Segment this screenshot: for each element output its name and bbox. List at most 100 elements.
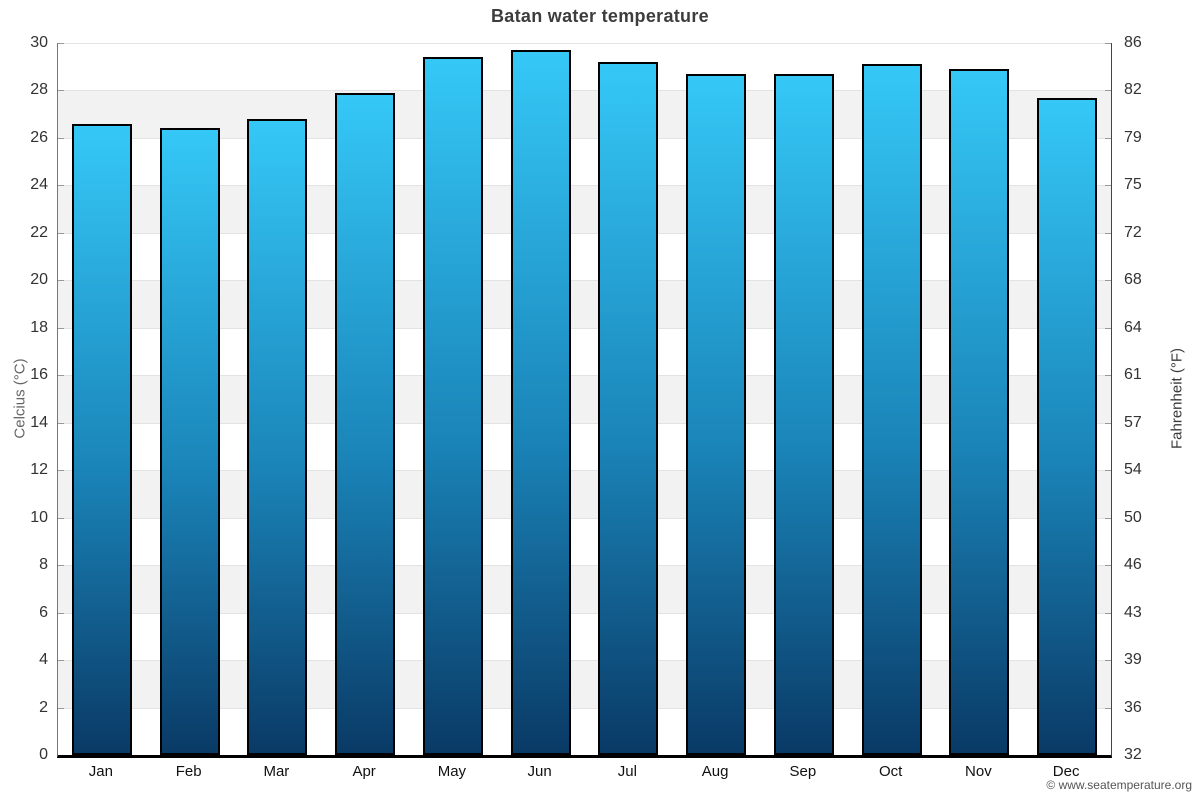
fahrenheit-tick-label: 68 xyxy=(1124,271,1142,289)
month-label: May xyxy=(437,763,467,780)
band xyxy=(58,137,1111,186)
band xyxy=(58,422,1111,471)
left-tick-mark xyxy=(58,565,64,567)
fahrenheit-tick-label: 61 xyxy=(1124,366,1142,384)
month-label: Aug xyxy=(701,763,729,780)
month-label: Jun xyxy=(527,763,552,780)
gridline xyxy=(58,232,1111,234)
gridline xyxy=(58,612,1111,614)
gridline xyxy=(58,517,1111,519)
band xyxy=(58,517,1111,566)
month-label: Oct xyxy=(878,763,903,780)
right-tick-mark xyxy=(1105,470,1111,472)
right-tick-mark xyxy=(1105,137,1111,139)
bar-nov xyxy=(949,69,1010,755)
plot-area xyxy=(57,43,1112,758)
band xyxy=(58,185,1111,233)
left-tick-mark xyxy=(58,612,64,614)
fahrenheit-tick-label: 57 xyxy=(1124,413,1142,431)
month-label: Feb xyxy=(175,763,202,780)
band xyxy=(58,470,1111,518)
celsius-tick-label: 20 xyxy=(30,271,48,289)
celsius-tick-label: 4 xyxy=(39,651,48,669)
band xyxy=(58,43,1111,91)
bar-dec xyxy=(1037,97,1098,755)
left-tick-mark xyxy=(58,470,64,472)
right-tick-mark xyxy=(1105,280,1111,282)
left-tick-mark xyxy=(58,707,64,709)
bar-may xyxy=(422,57,483,755)
bar-aug xyxy=(686,73,747,755)
left-tick-mark xyxy=(58,43,64,44)
bar-jul xyxy=(598,62,659,755)
copyright-attribution: © www.seatemperature.org xyxy=(1046,778,1192,792)
band xyxy=(58,280,1111,328)
bar-jan xyxy=(71,123,132,755)
gridline xyxy=(58,43,1111,44)
gridline xyxy=(58,375,1111,377)
celsius-axis-title: Celcius (°C) xyxy=(11,358,29,439)
right-tick-mark xyxy=(1105,185,1111,187)
celsius-tick-label: 12 xyxy=(30,461,48,479)
gridline xyxy=(58,565,1111,567)
band xyxy=(58,565,1111,613)
band xyxy=(58,660,1111,708)
month-label: Sep xyxy=(789,763,817,780)
gridline xyxy=(58,470,1111,472)
month-label: Nov xyxy=(965,763,992,780)
left-tick-mark xyxy=(58,232,64,234)
celsius-tick-label: 16 xyxy=(30,366,48,384)
bar-sep xyxy=(773,73,834,755)
right-tick-mark xyxy=(1105,707,1111,709)
band xyxy=(58,327,1111,376)
fahrenheit-tick-label: 82 xyxy=(1124,81,1142,99)
fahrenheit-tick-label: 72 xyxy=(1124,223,1142,241)
bar-jun xyxy=(510,50,571,755)
gridline xyxy=(58,707,1111,709)
band xyxy=(58,90,1111,138)
celsius-tick-label: 26 xyxy=(30,128,48,146)
fahrenheit-tick-label: 50 xyxy=(1124,508,1142,526)
band xyxy=(58,707,1111,755)
left-tick-mark xyxy=(58,660,64,662)
fahrenheit-axis-title: Fahrenheit (°F) xyxy=(1168,347,1186,450)
celsius-tick-label: 8 xyxy=(39,556,48,574)
right-tick-mark xyxy=(1105,612,1111,614)
left-tick-mark xyxy=(58,280,64,282)
gridline xyxy=(58,327,1111,329)
right-tick-mark xyxy=(1105,517,1111,519)
month-label: Jan xyxy=(88,763,113,780)
celsius-tick-label: 24 xyxy=(30,176,48,194)
fahrenheit-tick-label: 64 xyxy=(1124,318,1142,336)
left-tick-mark xyxy=(58,422,64,424)
right-tick-mark xyxy=(1105,422,1111,424)
left-tick-mark xyxy=(58,327,64,329)
band xyxy=(58,612,1111,661)
band xyxy=(58,375,1111,423)
fahrenheit-tick-label: 79 xyxy=(1124,128,1142,146)
gridline xyxy=(58,660,1111,662)
right-tick-mark xyxy=(1105,660,1111,662)
celsius-tick-label: 18 xyxy=(30,318,48,336)
month-label: Jul xyxy=(617,763,637,780)
left-tick-mark xyxy=(58,90,64,92)
month-label: Apr xyxy=(352,763,376,780)
gridline xyxy=(58,422,1111,424)
celsius-tick-label: 14 xyxy=(30,413,48,431)
band xyxy=(58,232,1111,281)
gridline xyxy=(58,185,1111,187)
right-tick-mark xyxy=(1105,565,1111,567)
right-tick-mark xyxy=(1105,43,1111,44)
fahrenheit-tick-label: 36 xyxy=(1124,698,1142,716)
celsius-tick-label: 10 xyxy=(30,508,48,526)
right-tick-mark xyxy=(1105,327,1111,329)
fahrenheit-tick-label: 39 xyxy=(1124,651,1142,669)
right-tick-mark xyxy=(1105,375,1111,377)
fahrenheit-tick-label: 43 xyxy=(1124,603,1142,621)
gridline xyxy=(58,137,1111,139)
month-label: Dec xyxy=(1052,763,1080,780)
fahrenheit-tick-label: 54 xyxy=(1124,461,1142,479)
right-tick-mark xyxy=(1105,232,1111,234)
fahrenheit-tick-label: 75 xyxy=(1124,176,1142,194)
